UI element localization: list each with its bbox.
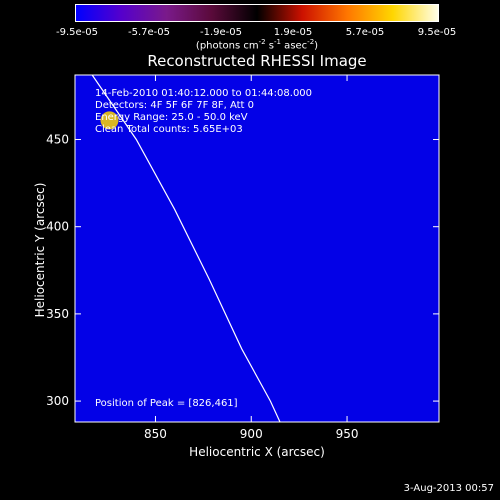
- y-tick-label: 400: [46, 220, 69, 234]
- y-ticks: 300 350 400 450: [46, 133, 439, 408]
- x-tick-label: 900: [240, 427, 263, 441]
- y-tick-label: 450: [46, 133, 69, 147]
- annotation-time-range: 14-Feb-2010 01:40:12.000 to 01:44:08.000: [95, 88, 313, 99]
- annotation-energy-range: Energy Range: 25.0 - 50.0 keV: [95, 112, 248, 123]
- plot-frame: [74, 74, 440, 423]
- solar-limb-line: [91, 75, 281, 422]
- x-tick-label: 850: [144, 427, 167, 441]
- colorbar-tick-label: -1.9e-05: [200, 27, 242, 38]
- peak-position-label: Position of Peak = [826,461]: [95, 398, 238, 409]
- chart-title: Reconstructed RHESSI Image: [147, 52, 367, 70]
- colorbar-tick-label: -5.7e-05: [128, 27, 170, 38]
- y-tick-label: 300: [46, 394, 69, 408]
- footer-date: 3-Aug-2013 00:57: [403, 483, 494, 494]
- annotation-detectors: Detectors: 4F 5F 6F 7F 8F, Att 0: [95, 100, 255, 111]
- solar-limb: [91, 75, 281, 422]
- heatmap-image: [75, 75, 439, 422]
- colorbar-tick-label: -9.5e-05: [56, 27, 98, 38]
- x-ticks: 850 900 950: [144, 75, 358, 441]
- annotation-clean-counts: Clean Total counts: 5.65E+03: [95, 124, 243, 135]
- x-tick-label: 950: [336, 427, 359, 441]
- peak-emission: [100, 111, 119, 130]
- y-tick-label: 350: [46, 307, 69, 321]
- peak-marker: [100, 111, 119, 130]
- y-axis-label: Heliocentric Y (arcsec): [33, 182, 47, 318]
- colorbar-unit: (photons cm-2 s-1 asec-2): [195, 38, 319, 52]
- x-axis-label: Heliocentric X (arcsec): [189, 445, 325, 459]
- colorbar-tick-label: 1.9e-05: [273, 27, 313, 38]
- colorbar-tick-label: 5.7e-05: [345, 27, 385, 38]
- colorbar-tick-label: 9.5e-05: [417, 27, 457, 38]
- colorbar: [75, 4, 439, 22]
